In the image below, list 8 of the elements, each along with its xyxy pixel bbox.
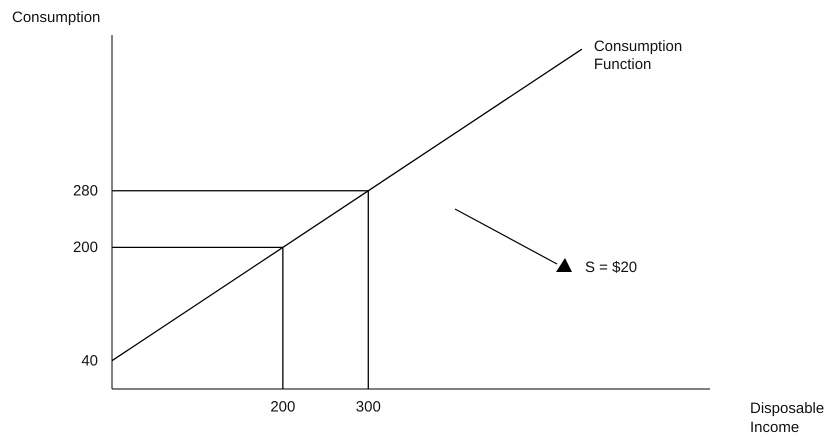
- y-tick-label: 280: [72, 182, 98, 200]
- x-tick-label: 300: [356, 398, 381, 416]
- series-label: Consumption Function: [594, 38, 682, 74]
- y-tick-label: 200: [72, 239, 98, 256]
- x-axis-title: Disposable Income: [750, 400, 824, 436]
- annotation: S = $20: [585, 259, 638, 276]
- y-axis-title: Consumption: [12, 9, 100, 26]
- y-tick-label: 40: [81, 352, 98, 370]
